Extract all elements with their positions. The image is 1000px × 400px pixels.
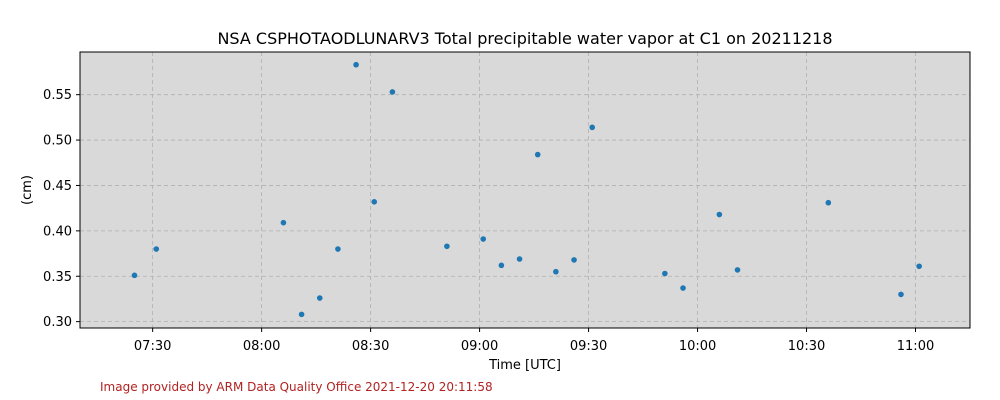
- data-point: [353, 61, 359, 68]
- footer-credit: Image provided by ARM Data Quality Offic…: [100, 380, 493, 394]
- data-point: [553, 268, 559, 275]
- data-point: [371, 199, 378, 205]
- x-tick-label: 08:30: [352, 339, 389, 354]
- data-point: [335, 246, 341, 252]
- data-point: [571, 257, 577, 263]
- x-axis-label: Time [UTC]: [488, 358, 561, 373]
- x-tick-label: 09:30: [570, 339, 607, 354]
- x-tick-label: 11:00: [897, 339, 934, 354]
- data-point: [898, 291, 904, 298]
- y-tick-label: 0.45: [43, 179, 72, 194]
- y-tick-label: 0.40: [43, 224, 72, 239]
- data-point: [825, 199, 832, 206]
- data-point: [716, 211, 723, 218]
- data-point: [534, 151, 541, 158]
- y-tick-label: 0.50: [43, 134, 72, 149]
- data-point: [916, 263, 922, 270]
- chart-title: NSA CSPHOTAODLUNARV3 Total precipitable …: [217, 29, 832, 48]
- data-point: [589, 124, 596, 131]
- data-point: [131, 272, 138, 279]
- data-points: [131, 61, 922, 318]
- y-axis-ticks: 0.30 0.35 0.40 0.45 0.50 0.55: [43, 88, 80, 330]
- data-point: [389, 89, 396, 95]
- x-tick-label: 10:00: [679, 339, 716, 354]
- data-point: [662, 270, 668, 277]
- plot-frame: [79, 51, 971, 329]
- plot-background: [80, 52, 970, 328]
- y-tick-label: 0.55: [43, 88, 72, 103]
- data-point: [498, 262, 505, 269]
- x-tick-label: 09:00: [461, 339, 498, 354]
- x-tick-label: 10:30: [788, 339, 825, 354]
- x-tick-label: 08:00: [243, 339, 280, 354]
- data-point: [734, 267, 741, 273]
- y-tick-label: 0.35: [43, 270, 72, 285]
- data-point: [153, 246, 160, 252]
- y-tick-label: 0.30: [43, 315, 72, 330]
- x-tick-label: 07:30: [134, 339, 171, 354]
- data-point: [280, 219, 287, 226]
- grid-lines: [80, 52, 970, 328]
- x-axis-ticks: 07:30 08:00 08:30 09:00 09:30 10:00 10:30 11:00: [134, 328, 934, 354]
- data-point: [298, 311, 305, 318]
- data-point: [480, 236, 487, 242]
- data-point: [516, 256, 523, 262]
- data-point: [444, 243, 450, 250]
- y-axis-label: (cm): [20, 175, 35, 205]
- data-point: [680, 285, 686, 291]
- data-point: [316, 295, 323, 301]
